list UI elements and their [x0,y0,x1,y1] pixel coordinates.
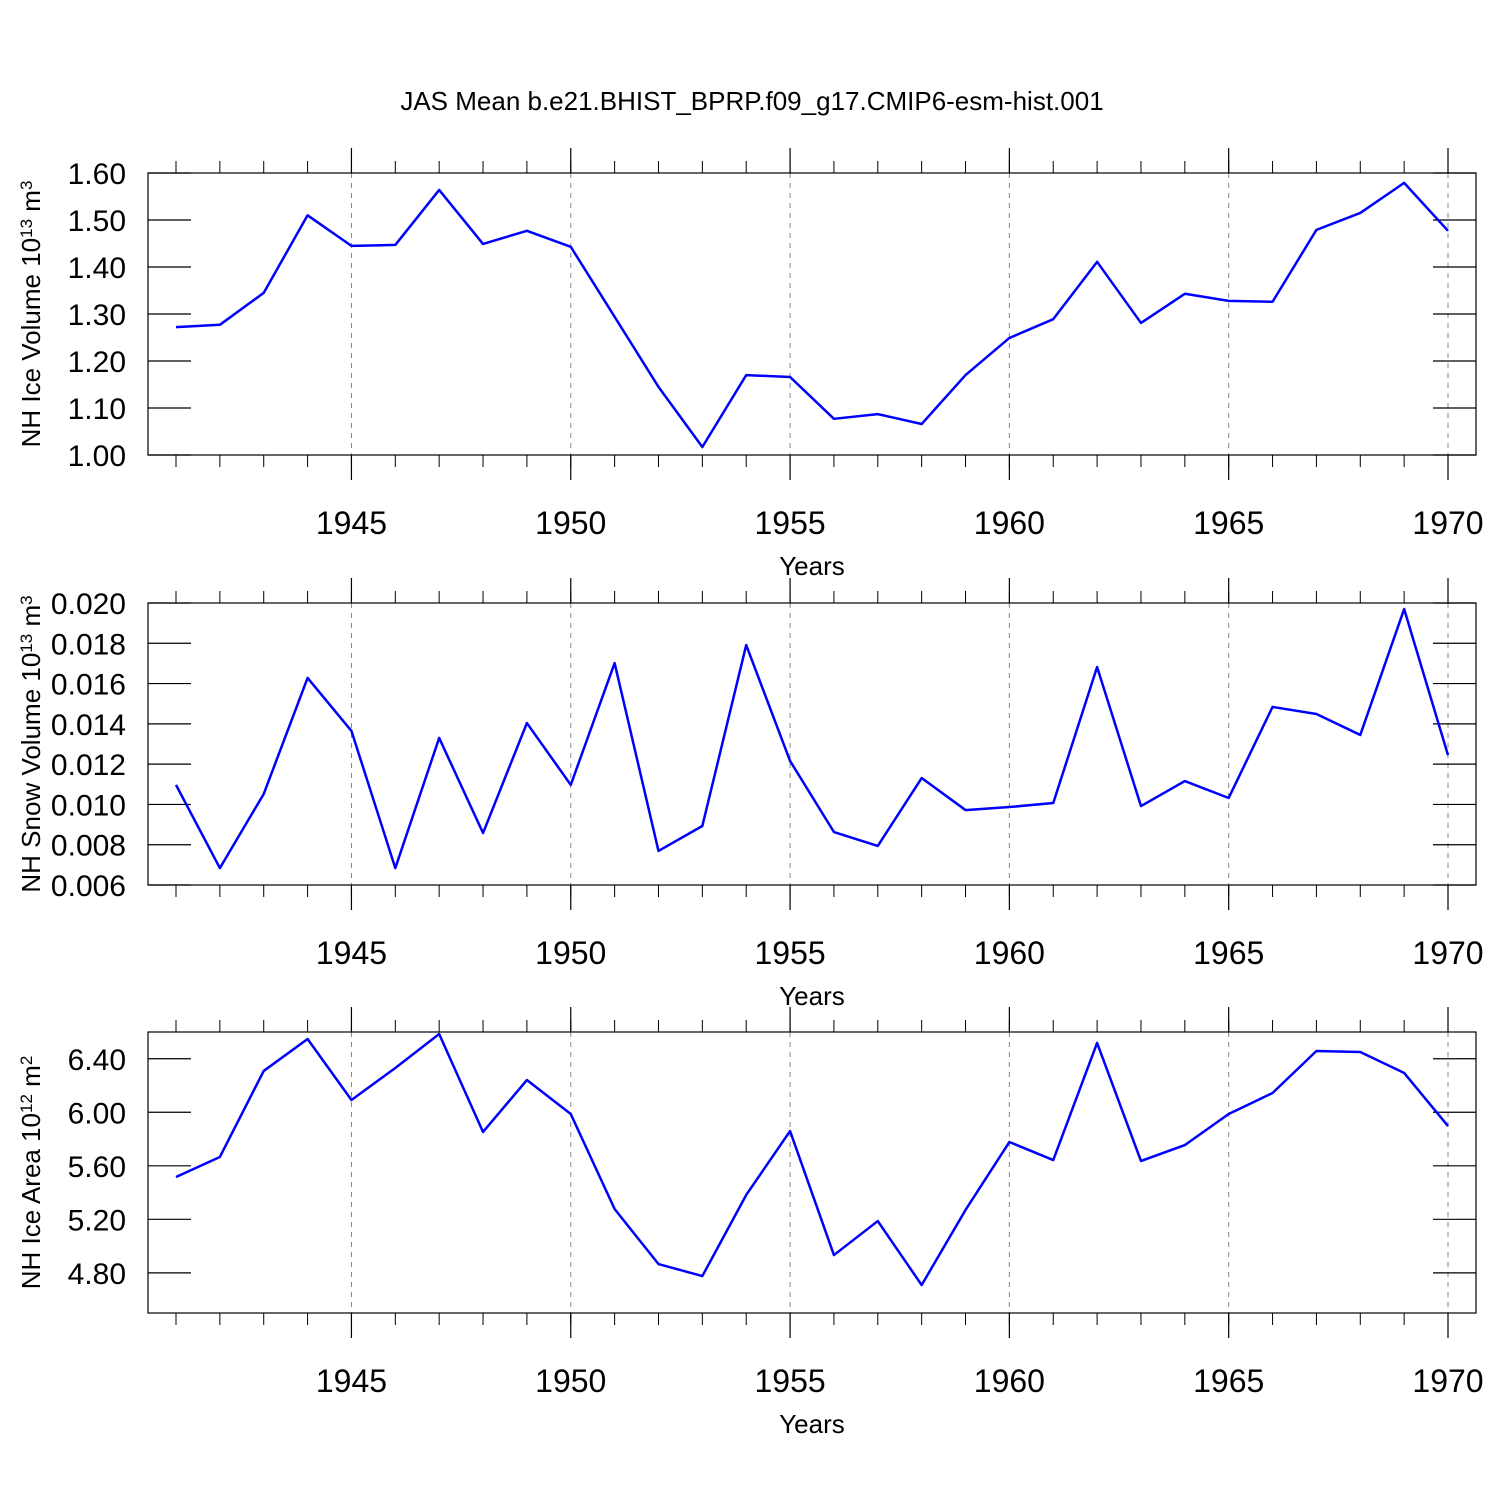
y-axis-label-superscript: 2 [17,1056,36,1065]
y-axis-label-part: NH Snow Volume 10 [16,653,46,893]
chart-title: JAS Mean b.e21.BHIST_BPRP.f09_g17.CMIP6-… [400,86,1103,116]
x-tick-label: 1945 [316,935,387,971]
data-line [174,607,1450,870]
y-tick-label: 1.20 [68,346,126,379]
y-axis-label-superscript: 12 [17,1094,36,1113]
y-tick-label: 0.010 [51,789,126,822]
y-tick-label: 0.012 [51,749,126,782]
y-tick-label: 0.008 [51,830,126,863]
x-tick-label: 1970 [1412,1363,1483,1399]
y-axis-label-superscript: 13 [17,219,36,238]
data-line [175,1032,1449,1287]
x-tick-label: 1945 [316,505,387,541]
y-tick-label: 1.50 [68,205,126,238]
y-tick-label: 0.020 [51,588,126,621]
x-tick-label: 1965 [1193,1363,1264,1399]
y-tick-label: 6.00 [68,1097,126,1130]
y-axis-label-part: NH Ice Area 10 [16,1113,46,1289]
y-axis-label-part: m [16,1065,46,1094]
y-axis-label: NH Ice Volume 1013 m3 [16,181,46,448]
plot-frame [147,1031,1477,1314]
x-tick-label: 1945 [316,1363,387,1399]
y-axis-label-part: m [16,190,46,219]
x-axis-label: Years [779,551,845,581]
x-axis-label: Years [779,981,845,1011]
x-tick-label: 1955 [754,935,825,971]
y-tick-label: 1.10 [68,393,126,426]
x-tick-label: 1955 [754,1363,825,1399]
x-tick-label: 1965 [1193,935,1264,971]
plot-frame [147,602,1477,886]
y-axis-label: NH Ice Area 1012 m2 [16,1056,46,1290]
y-axis-label-part: NH Ice Volume 10 [16,238,46,448]
y-axis-label: NH Snow Volume 1013 m3 [16,595,46,892]
y-tick-label: 0.006 [51,870,126,903]
y-tick-label: 5.60 [68,1151,126,1184]
x-axis-label: Years [779,1409,845,1439]
x-tick-label: 1970 [1412,505,1483,541]
y-tick-label: 4.80 [68,1258,126,1291]
y-axis-label-part: m [16,605,46,634]
x-tick-label: 1950 [535,935,606,971]
x-tick-label: 1960 [974,505,1045,541]
x-tick-label: 1960 [974,935,1045,971]
x-tick-label: 1950 [535,505,606,541]
y-axis-label-superscript: 3 [17,595,36,604]
y-tick-label: 5.20 [68,1204,126,1237]
y-tick-label: 0.014 [51,709,126,742]
y-tick-label: 1.60 [68,158,126,191]
x-tick-label: 1955 [754,505,825,541]
plot-frame [147,172,1477,456]
x-tick-label: 1950 [535,1363,606,1399]
y-tick-label: 0.016 [51,669,126,702]
y-tick-label: 1.00 [68,440,126,473]
y-tick-label: 1.40 [68,252,126,285]
y-axis-label-superscript: 13 [17,634,36,653]
x-tick-label: 1970 [1412,935,1483,971]
y-axis-label-superscript: 3 [17,181,36,190]
y-tick-label: 0.018 [51,628,126,661]
y-tick-label: 6.40 [68,1044,126,1077]
x-tick-label: 1960 [974,1363,1045,1399]
data-line [175,181,1449,449]
x-tick-label: 1965 [1193,505,1264,541]
y-tick-label: 1.30 [68,299,126,332]
